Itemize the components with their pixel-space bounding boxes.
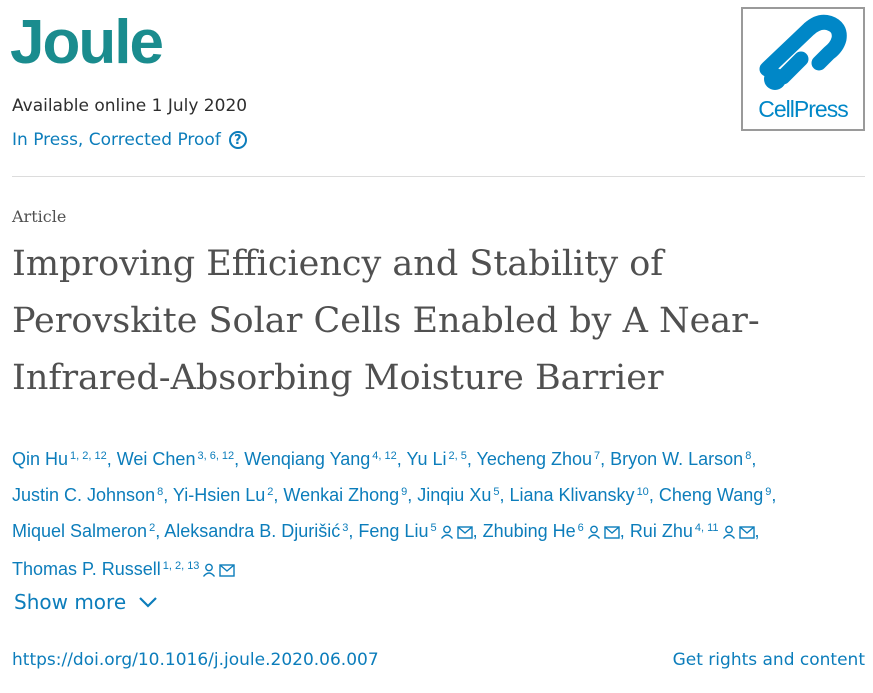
- author-link[interactable]: Yecheng Zhou 7: [477, 449, 601, 469]
- author-link[interactable]: Wei Chen 3, 6, 12: [117, 449, 234, 469]
- journal-logo[interactable]: Joule: [10, 8, 164, 77]
- author-link[interactable]: Justin C. Johnson 8: [12, 485, 163, 505]
- author-affiliation: 3: [342, 522, 349, 534]
- author-affiliation: 9: [401, 486, 408, 498]
- person-icon[interactable]: [202, 555, 216, 588]
- email-icon[interactable]: [604, 517, 620, 550]
- author-affiliation: 3, 6, 12: [197, 450, 235, 462]
- author-link[interactable]: Bryon W. Larson 8: [610, 449, 751, 469]
- author-link[interactable]: Feng Liu 5: [358, 521, 473, 541]
- author-affiliation: 5: [493, 486, 500, 498]
- author-name[interactable]: Yi-Hsien Lu: [172, 485, 266, 505]
- question-circle-icon[interactable]: ?: [228, 131, 247, 149]
- author-name[interactable]: Feng Liu: [358, 521, 429, 541]
- author-link[interactable]: Cheng Wang 9: [659, 485, 772, 505]
- person-icon[interactable]: [587, 517, 601, 550]
- email-icon[interactable]: [456, 517, 473, 550]
- author-link[interactable]: Wenqiang Yang 4, 12: [244, 449, 397, 469]
- author-name[interactable]: Aleksandra B. Djurišić: [164, 521, 341, 541]
- author-name[interactable]: Wenkai Zhong: [283, 485, 400, 505]
- article-title: Improving Efficiency and Stability of Pe…: [12, 244, 760, 398]
- author-name[interactable]: Wei Chen: [116, 449, 196, 469]
- author-name[interactable]: Qin Hu: [12, 449, 69, 469]
- author-affiliation: 5: [430, 522, 437, 534]
- person-icon[interactable]: [440, 517, 454, 550]
- author-name[interactable]: Yecheng Zhou: [476, 449, 592, 469]
- doi-link[interactable]: https://doi.org/10.1016/j.joule.2020.06.…: [12, 650, 379, 670]
- author-link[interactable]: Liana Klivansky 10: [509, 485, 648, 505]
- author-name[interactable]: Yu Li: [406, 449, 447, 469]
- availability-date: Available online 1 July 2020: [12, 96, 248, 116]
- author-list: Qin Hu 1, 2, 12, Wei Chen 3, 6, 12, Wenqia…: [12, 440, 862, 588]
- author-name[interactable]: Liana Klivansky: [509, 485, 635, 505]
- author-name[interactable]: Zhubing He: [482, 521, 576, 541]
- author-affiliation: 2: [267, 486, 274, 498]
- email-icon[interactable]: [738, 517, 755, 550]
- article-type: Article: [12, 207, 67, 226]
- author-name[interactable]: Rui Zhu: [629, 521, 693, 541]
- author-affiliation: 4, 11: [694, 522, 719, 534]
- author-link[interactable]: Miquel Salmeron 2: [12, 521, 155, 541]
- email-icon[interactable]: [219, 555, 236, 588]
- author-affiliation: 8: [157, 486, 164, 498]
- cellpress-mark-icon: [759, 14, 847, 90]
- author-link[interactable]: Yi-Hsien Lu 2: [173, 485, 274, 505]
- cellpress-wordmark: CellPress: [758, 96, 848, 122]
- author-affiliation: 1, 2, 13: [162, 560, 200, 572]
- cellpress-logo[interactable]: CellPress: [741, 7, 865, 131]
- author-name[interactable]: Jinqiu Xu: [417, 485, 492, 505]
- author-affiliation: 6: [577, 522, 584, 534]
- author-name[interactable]: Wenqiang Yang: [244, 449, 371, 469]
- author-affiliation: 9: [765, 486, 772, 498]
- author-affiliation: 1, 2, 12: [70, 450, 107, 462]
- author-name[interactable]: Justin C. Johnson: [12, 485, 156, 505]
- rights-link[interactable]: Get rights and content: [672, 650, 865, 670]
- author-link[interactable]: Thomas P. Russell 1, 2, 13: [12, 559, 236, 579]
- in-press-status[interactable]: In Press, Corrected Proof ?: [12, 130, 247, 150]
- author-name[interactable]: Bryon W. Larson: [610, 449, 744, 469]
- author-name[interactable]: Thomas P. Russell: [12, 559, 161, 579]
- show-more-label[interactable]: Show more: [14, 590, 127, 614]
- author-affiliation: 8: [745, 450, 752, 462]
- in-press-label[interactable]: In Press, Corrected Proof: [12, 130, 221, 150]
- header-divider: [12, 176, 865, 177]
- chevron-down-icon[interactable]: [138, 596, 158, 608]
- author-affiliation: 2, 5: [448, 450, 467, 462]
- author-affiliation: 2: [149, 522, 156, 534]
- author-link[interactable]: Zhubing He 6: [483, 521, 620, 541]
- author-name[interactable]: Miquel Salmeron: [12, 521, 148, 541]
- show-more-button[interactable]: Show more: [14, 590, 158, 614]
- author-name[interactable]: Cheng Wang: [658, 485, 764, 505]
- author-link[interactable]: Aleksandra B. Djurišić 3: [164, 521, 348, 541]
- author-link[interactable]: Rui Zhu 4, 11: [630, 521, 755, 541]
- author-affiliation: 4, 12: [372, 450, 397, 462]
- author-link[interactable]: Qin Hu 1, 2, 12: [12, 449, 107, 469]
- person-icon[interactable]: [722, 517, 736, 550]
- author-affiliation: 10: [636, 486, 649, 498]
- author-link[interactable]: Wenkai Zhong 9: [283, 485, 407, 505]
- author-link[interactable]: Yu Li 2, 5: [406, 449, 466, 469]
- author-link[interactable]: Jinqiu Xu 5: [417, 485, 499, 505]
- author-affiliation: 7: [593, 450, 601, 462]
